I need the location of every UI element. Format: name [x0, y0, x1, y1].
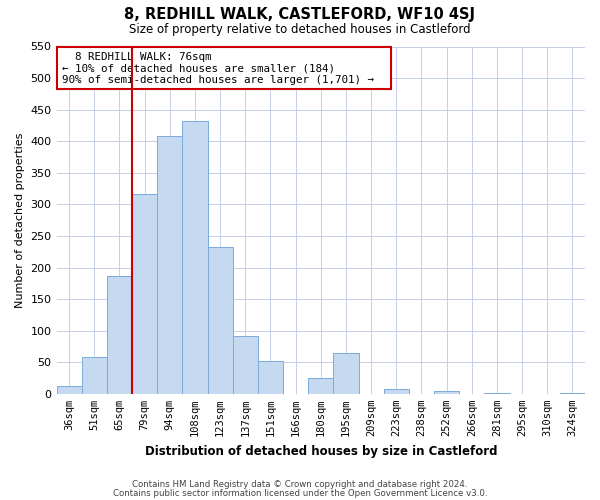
Bar [157, 136, 182, 394]
Bar [434, 390, 459, 394]
Bar [308, 378, 334, 394]
Bar [132, 194, 157, 394]
Bar [233, 336, 258, 394]
Text: Size of property relative to detached houses in Castleford: Size of property relative to detached ho… [129, 22, 471, 36]
Text: 8 REDHILL WALK: 76sqm
← 10% of detached houses are smaller (184)
90% of semi-det: 8 REDHILL WALK: 76sqm ← 10% of detached … [62, 52, 387, 85]
Bar [258, 361, 283, 394]
Bar [334, 353, 359, 394]
Bar [82, 357, 107, 394]
Bar [208, 248, 233, 394]
Bar [383, 389, 409, 394]
Text: 8, REDHILL WALK, CASTLEFORD, WF10 4SJ: 8, REDHILL WALK, CASTLEFORD, WF10 4SJ [125, 8, 476, 22]
Text: Contains HM Land Registry data © Crown copyright and database right 2024.: Contains HM Land Registry data © Crown c… [132, 480, 468, 489]
Y-axis label: Number of detached properties: Number of detached properties [15, 132, 25, 308]
Bar [182, 121, 208, 394]
Bar [560, 392, 585, 394]
Bar [484, 392, 509, 394]
Bar [107, 276, 132, 394]
Text: Contains public sector information licensed under the Open Government Licence v3: Contains public sector information licen… [113, 488, 487, 498]
X-axis label: Distribution of detached houses by size in Castleford: Distribution of detached houses by size … [145, 444, 497, 458]
Bar [56, 386, 82, 394]
